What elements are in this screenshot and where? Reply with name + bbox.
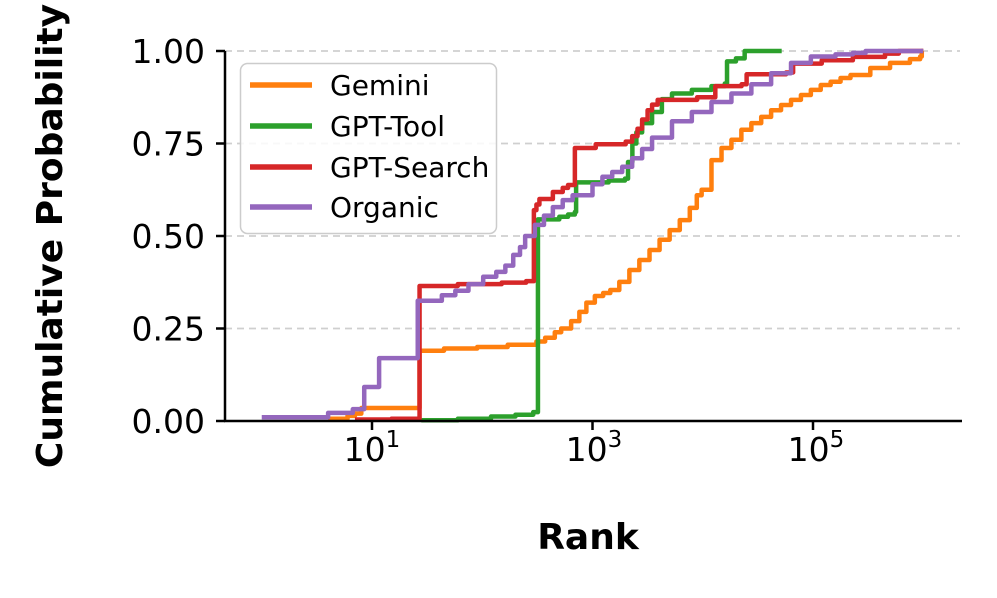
x-tick-label-10e5: 105 bbox=[788, 427, 845, 469]
legend-label-gpt-tool: GPT-Tool bbox=[330, 110, 445, 143]
legend-label-gemini: Gemini bbox=[330, 69, 430, 102]
legend-item-gpt-tool: GPT-Tool bbox=[250, 110, 445, 143]
legend-label-organic: Organic bbox=[330, 191, 439, 224]
axis-tickmarks bbox=[216, 49, 815, 430]
y-axis-label: Cumulative Probability bbox=[30, 4, 71, 468]
y-tick-label-000: 0.00 bbox=[132, 402, 205, 441]
x-tick-label-10e1: 101 bbox=[344, 427, 401, 469]
y-tick-label-100: 1.00 bbox=[132, 32, 205, 71]
y-tick-label-025: 0.25 bbox=[132, 310, 205, 349]
x-axis-label: Rank bbox=[537, 517, 640, 558]
series-lines bbox=[261, 48, 925, 423]
x-tick-labels: 101 103 105 bbox=[344, 427, 845, 469]
legend-item-gemini: Gemini bbox=[250, 69, 430, 102]
y-tick-label-075: 0.75 bbox=[132, 125, 205, 164]
x-tick-label-10e3: 103 bbox=[566, 427, 623, 469]
legend-frame bbox=[239, 62, 498, 235]
y-tick-label-050: 0.50 bbox=[132, 217, 205, 256]
legend-item-gpt-search: GPT-Search bbox=[250, 151, 489, 184]
legend-label-gpt-search: GPT-Search bbox=[330, 151, 489, 184]
y-tick-labels: 0.00 0.25 0.50 0.75 1.00 bbox=[132, 32, 205, 441]
series-line-organic bbox=[261, 48, 924, 420]
legend-item-organic: Organic bbox=[250, 191, 439, 224]
legend: Gemini GPT-Tool GPT-Search Organic bbox=[239, 62, 498, 235]
